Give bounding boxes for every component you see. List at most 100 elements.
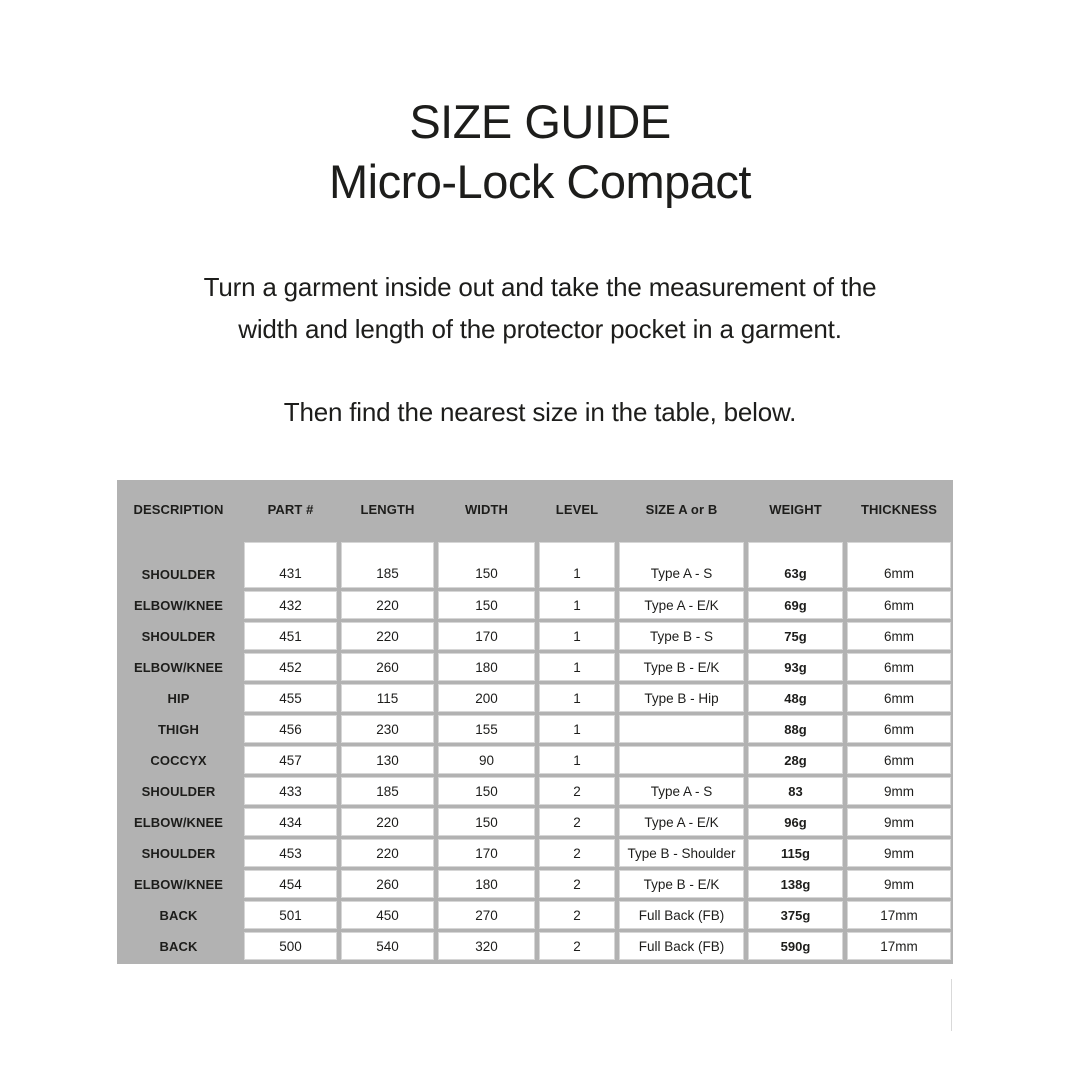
table-data-cell: 452 bbox=[244, 653, 337, 681]
table-data-cell: 180 bbox=[438, 653, 535, 681]
page-title-line1: SIZE GUIDE bbox=[409, 95, 671, 148]
row-description-cell: SHOULDER bbox=[141, 845, 216, 861]
table-data-cell: 434 bbox=[244, 808, 337, 836]
table-data-cell: 150 bbox=[438, 542, 535, 588]
row-description-cell: ELBOW/KNEE bbox=[133, 814, 224, 830]
table-data-cell: 375g bbox=[748, 901, 843, 929]
table-data-cell: Type A - S bbox=[619, 542, 744, 588]
row-description-cell: ELBOW/KNEE bbox=[133, 876, 224, 892]
table-data-cell: 75g bbox=[748, 622, 843, 650]
table-data-cell: 2 bbox=[539, 901, 615, 929]
table-data-cell: 454 bbox=[244, 870, 337, 898]
table-data-cell: 260 bbox=[341, 653, 434, 681]
table-data-cell: 69g bbox=[748, 591, 843, 619]
table-data-cell: 155 bbox=[438, 715, 535, 743]
table-data-cell: 138g bbox=[748, 870, 843, 898]
table-data-cell: Type B - E/K bbox=[619, 870, 744, 898]
table-data-cell: 28g bbox=[748, 746, 843, 774]
table-data-cell: 2 bbox=[539, 932, 615, 960]
row-description-cell: COCCYX bbox=[150, 752, 207, 768]
table-data-cell: 63g bbox=[748, 542, 843, 588]
table-data-cell: 88g bbox=[748, 715, 843, 743]
table-data-cell: 9mm bbox=[847, 777, 951, 805]
table-data-cell: 6mm bbox=[847, 746, 951, 774]
table-data-cell: 220 bbox=[341, 839, 434, 867]
table-data-cell: Type B - Hip bbox=[619, 684, 744, 712]
table-data-cell: 83 bbox=[748, 777, 843, 805]
column-header-size-a-or-b: SIZE A or B bbox=[645, 502, 718, 517]
table-data-cell: 1 bbox=[539, 591, 615, 619]
table-data-cell: 501 bbox=[244, 901, 337, 929]
table-data-cell: 170 bbox=[438, 622, 535, 650]
table-data-cell: 1 bbox=[539, 653, 615, 681]
table-data-cell: 220 bbox=[341, 808, 434, 836]
row-description-cell: SHOULDER bbox=[141, 567, 216, 582]
column-header-description: DESCRIPTION bbox=[133, 502, 224, 517]
table-data-cell: 48g bbox=[748, 684, 843, 712]
instruction-paragraph-1: Turn a garment inside out and take the m… bbox=[0, 266, 1080, 350]
table-data-cell: 2 bbox=[539, 808, 615, 836]
table-data-cell: 6mm bbox=[847, 684, 951, 712]
table-data-cell: Type B - Shoulder bbox=[619, 839, 744, 867]
table-data-cell: Type A - S bbox=[619, 777, 744, 805]
table-data-cell: 1 bbox=[539, 684, 615, 712]
instruction-line-2: width and length of the protector pocket… bbox=[238, 314, 842, 344]
table-data-cell: 455 bbox=[244, 684, 337, 712]
table-data-cell: 170 bbox=[438, 839, 535, 867]
table-data-cell: 230 bbox=[341, 715, 434, 743]
table-data-cell: 1 bbox=[539, 715, 615, 743]
table-data-cell: Type B - E/K bbox=[619, 653, 744, 681]
table-data-cell: 130 bbox=[341, 746, 434, 774]
table-data-cell: 150 bbox=[438, 591, 535, 619]
table-data-cell: 150 bbox=[438, 777, 535, 805]
table-data-cell: Type A - E/K bbox=[619, 591, 744, 619]
table-data-cell: 115 bbox=[341, 684, 434, 712]
table-data-cell: 451 bbox=[244, 622, 337, 650]
table-data-cell: 2 bbox=[539, 870, 615, 898]
table-data-cell: 200 bbox=[438, 684, 535, 712]
size-guide-table: DESCRIPTION PART # LENGTH WIDTH LEVEL SIZE A … bbox=[117, 480, 953, 964]
table-data-cell: 180 bbox=[438, 870, 535, 898]
table-data-cell: Type B - S bbox=[619, 622, 744, 650]
table-data-cell: 17mm bbox=[847, 901, 951, 929]
table-data-cell: 9mm bbox=[847, 870, 951, 898]
page-title-line2-product-name: Micro-Lock Compact bbox=[329, 155, 751, 208]
table-data-cell: Full Back (FB) bbox=[619, 901, 744, 929]
table-data-cell: 1 bbox=[539, 746, 615, 774]
table-data-cell: 432 bbox=[244, 591, 337, 619]
table-data-cell: 9mm bbox=[847, 839, 951, 867]
column-header-weight: WEIGHT bbox=[769, 502, 822, 517]
table-data-cell: Full Back (FB) bbox=[619, 932, 744, 960]
table-data-cell: 540 bbox=[341, 932, 434, 960]
row-description-cell: BACK bbox=[159, 907, 198, 923]
table-data-cell: 93g bbox=[748, 653, 843, 681]
table-data-cell: 1 bbox=[539, 542, 615, 588]
row-description-cell: BACK bbox=[159, 938, 198, 954]
row-description-cell: HIP bbox=[167, 690, 190, 706]
table-data-cell: 453 bbox=[244, 839, 337, 867]
table-data-cell: 17mm bbox=[847, 932, 951, 960]
table-data-cell: 320 bbox=[438, 932, 535, 960]
table-data-cell: 270 bbox=[438, 901, 535, 929]
table-data-cell: 457 bbox=[244, 746, 337, 774]
row-description-cell: ELBOW/KNEE bbox=[133, 597, 224, 613]
table-data-cell: 9mm bbox=[847, 808, 951, 836]
row-description-cell: SHOULDER bbox=[141, 783, 216, 799]
table-data-cell: 433 bbox=[244, 777, 337, 805]
table-data-cell: 450 bbox=[341, 901, 434, 929]
instruction-line-1: Turn a garment inside out and take the m… bbox=[203, 272, 877, 302]
table-data-cell: 6mm bbox=[847, 715, 951, 743]
table-data-cell: 185 bbox=[341, 542, 434, 588]
table-data-cell bbox=[619, 715, 744, 743]
table-data-cell: Type A - E/K bbox=[619, 808, 744, 836]
table-data-cell: 2 bbox=[539, 777, 615, 805]
instruction-paragraph-2: Then find the nearest size in the table,… bbox=[0, 391, 1080, 433]
column-header-level: LEVEL bbox=[555, 502, 599, 517]
table-data-cell: 260 bbox=[341, 870, 434, 898]
table-data-cell: 6mm bbox=[847, 591, 951, 619]
table-data-cell: 220 bbox=[341, 622, 434, 650]
table-data-cell: 590g bbox=[748, 932, 843, 960]
column-header-width: WIDTH bbox=[464, 502, 509, 517]
column-header-length: LENGTH bbox=[360, 502, 415, 517]
